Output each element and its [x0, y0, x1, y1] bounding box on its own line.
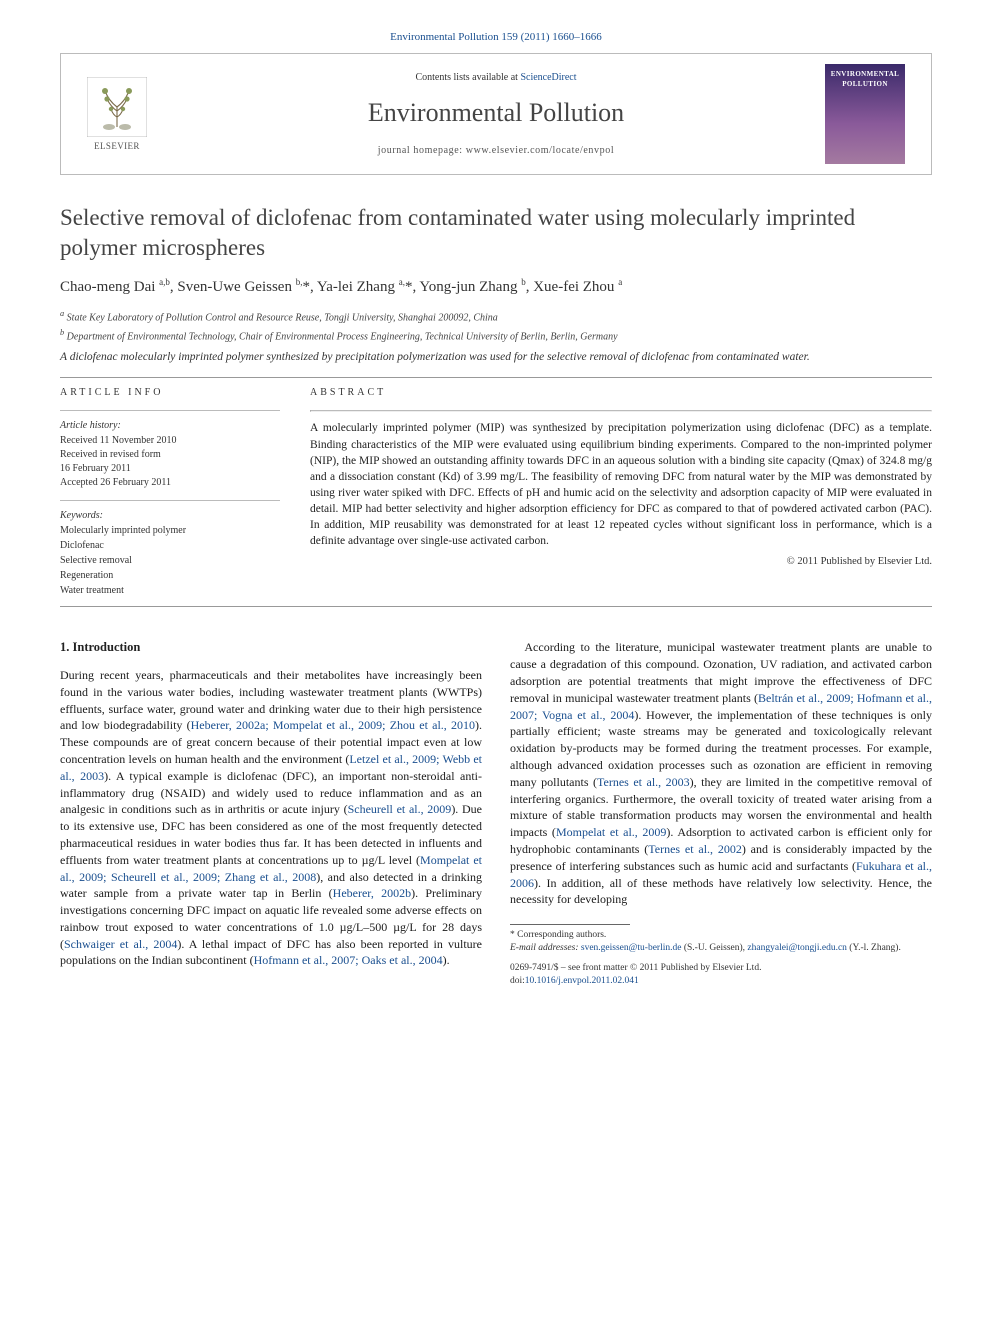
body-columns: 1. Introduction During recent years, pha…	[60, 639, 932, 988]
article-info-rule1	[60, 410, 280, 411]
section-1-head: 1. Introduction	[60, 639, 482, 657]
article-info: ARTICLE INFO Article history: Received 1…	[60, 386, 280, 598]
abstract-copyright: © 2011 Published by Elsevier Ltd.	[310, 555, 932, 570]
journal-cover-thumbnail: ENVIRONMENTAL POLLUTION	[825, 64, 905, 164]
abstract-label: ABSTRACT	[310, 386, 932, 400]
article-title: Selective removal of diclofenac from con…	[60, 203, 932, 262]
cover-line1: ENVIRONMENTAL	[831, 70, 899, 80]
email-label: E-mail addresses:	[510, 943, 581, 953]
ref-p2r2[interactable]: Ternes et al., 2003	[597, 775, 690, 789]
journal-header: ELSEVIER Contents lists available at Sci…	[60, 53, 932, 175]
email2-aff: (Y.-l. Zhang).	[847, 943, 901, 953]
email1-aff: (S.-U. Geissen),	[681, 943, 747, 953]
revised-line1: Received in revised form	[60, 448, 280, 462]
ref-p1r3[interactable]: Scheurell et al., 2009	[348, 802, 452, 816]
body-p1: During recent years, pharmaceuticals and…	[60, 667, 482, 969]
footer-line1: 0269-7491/$ – see front matter © 2011 Pu…	[510, 962, 932, 975]
keyword-3: Selective removal	[60, 554, 280, 568]
ref-p2r4[interactable]: Ternes et al., 2002	[648, 842, 742, 856]
journal-name: Environmental Pollution	[181, 95, 811, 131]
affiliation-a: a State Key Laboratory of Pollution Cont…	[60, 308, 932, 325]
cover-line2: POLLUTION	[842, 80, 888, 90]
p1h: ).	[443, 953, 450, 967]
rule-top	[60, 377, 932, 378]
email-2[interactable]: zhangyalei@tongji.edu.cn	[747, 943, 847, 953]
keyword-5: Water treatment	[60, 584, 280, 598]
info-abstract-row: ARTICLE INFO Article history: Received 1…	[60, 386, 932, 598]
abstract-rule	[310, 410, 932, 412]
footer-doi: doi:10.1016/j.envpol.2011.02.041	[510, 975, 932, 988]
article-info-label: ARTICLE INFO	[60, 386, 280, 400]
ref-p1r5[interactable]: Heberer, 2002b	[333, 886, 411, 900]
keyword-2: Diclofenac	[60, 539, 280, 553]
affiliation-a-text: State Key Laboratory of Pollution Contro…	[67, 313, 498, 324]
contents-prefix: Contents lists available at	[415, 72, 520, 83]
ref-p1r7[interactable]: Hofmann et al., 2007; Oaks et al., 2004	[254, 953, 443, 967]
affiliation-b-text: Department of Environmental Technology, …	[67, 331, 618, 342]
sciencedirect-link[interactable]: ScienceDirect	[520, 72, 576, 83]
email-line: E-mail addresses: sven.geissen@tu-berlin…	[510, 942, 932, 955]
homepage-line: journal homepage: www.elsevier.com/locat…	[181, 144, 811, 158]
revised-line2: 16 February 2011	[60, 462, 280, 476]
affiliation-b: b Department of Environmental Technology…	[60, 327, 932, 344]
highlight-statement: A diclofenac molecularly imprinted polym…	[60, 350, 932, 366]
doi-prefix: doi:	[510, 976, 525, 986]
abstract: ABSTRACT A molecularly imprinted polymer…	[310, 386, 932, 598]
email-1[interactable]: sven.geissen@tu-berlin.de	[581, 943, 682, 953]
homepage-url[interactable]: www.elsevier.com/locate/envpol	[466, 145, 614, 156]
rule-bottom	[60, 606, 932, 607]
footer: 0269-7491/$ – see front matter © 2011 Pu…	[510, 962, 932, 989]
footnote-separator	[510, 924, 630, 925]
body-p2: According to the literature, municipal w…	[510, 639, 932, 908]
ref-p1r6[interactable]: Schwaiger et al., 2004	[64, 937, 177, 951]
homepage-prefix: journal homepage:	[378, 145, 466, 156]
article-info-rule2	[60, 500, 280, 501]
accepted-date: Accepted 26 February 2011	[60, 476, 280, 490]
header-center: Contents lists available at ScienceDirec…	[181, 71, 811, 157]
affiliations: a State Key Laboratory of Pollution Cont…	[60, 308, 932, 344]
corresponding-authors: * Corresponding authors.	[510, 929, 932, 942]
doi-link[interactable]: 10.1016/j.envpol.2011.02.041	[525, 976, 639, 986]
keyword-4: Regeneration	[60, 569, 280, 583]
publisher-logo: ELSEVIER	[77, 69, 157, 159]
keyword-1: Molecularly imprinted polymer	[60, 524, 280, 538]
history-head: Article history:	[60, 419, 280, 433]
footnotes: * Corresponding authors. E-mail addresse…	[510, 929, 932, 956]
citation-line: Environmental Pollution 159 (2011) 1660–…	[60, 30, 932, 45]
author-list: Chao-meng Dai a,b, Sven-Uwe Geissen b,*,…	[60, 276, 932, 298]
elsevier-tree-icon	[87, 77, 147, 137]
abstract-text: A molecularly imprinted polymer (MIP) wa…	[310, 420, 932, 549]
received-date: Received 11 November 2010	[60, 434, 280, 448]
publisher-label: ELSEVIER	[94, 140, 140, 153]
keywords-head: Keywords:	[60, 509, 280, 523]
p2f: ). In addition, all of these methods hav…	[510, 876, 932, 907]
ref-p2r3[interactable]: Mompelat et al., 2009	[556, 825, 666, 839]
contents-line: Contents lists available at ScienceDirec…	[181, 71, 811, 85]
ref-p1r1[interactable]: Heberer, 2002a; Mompelat et al., 2009; Z…	[191, 718, 475, 732]
